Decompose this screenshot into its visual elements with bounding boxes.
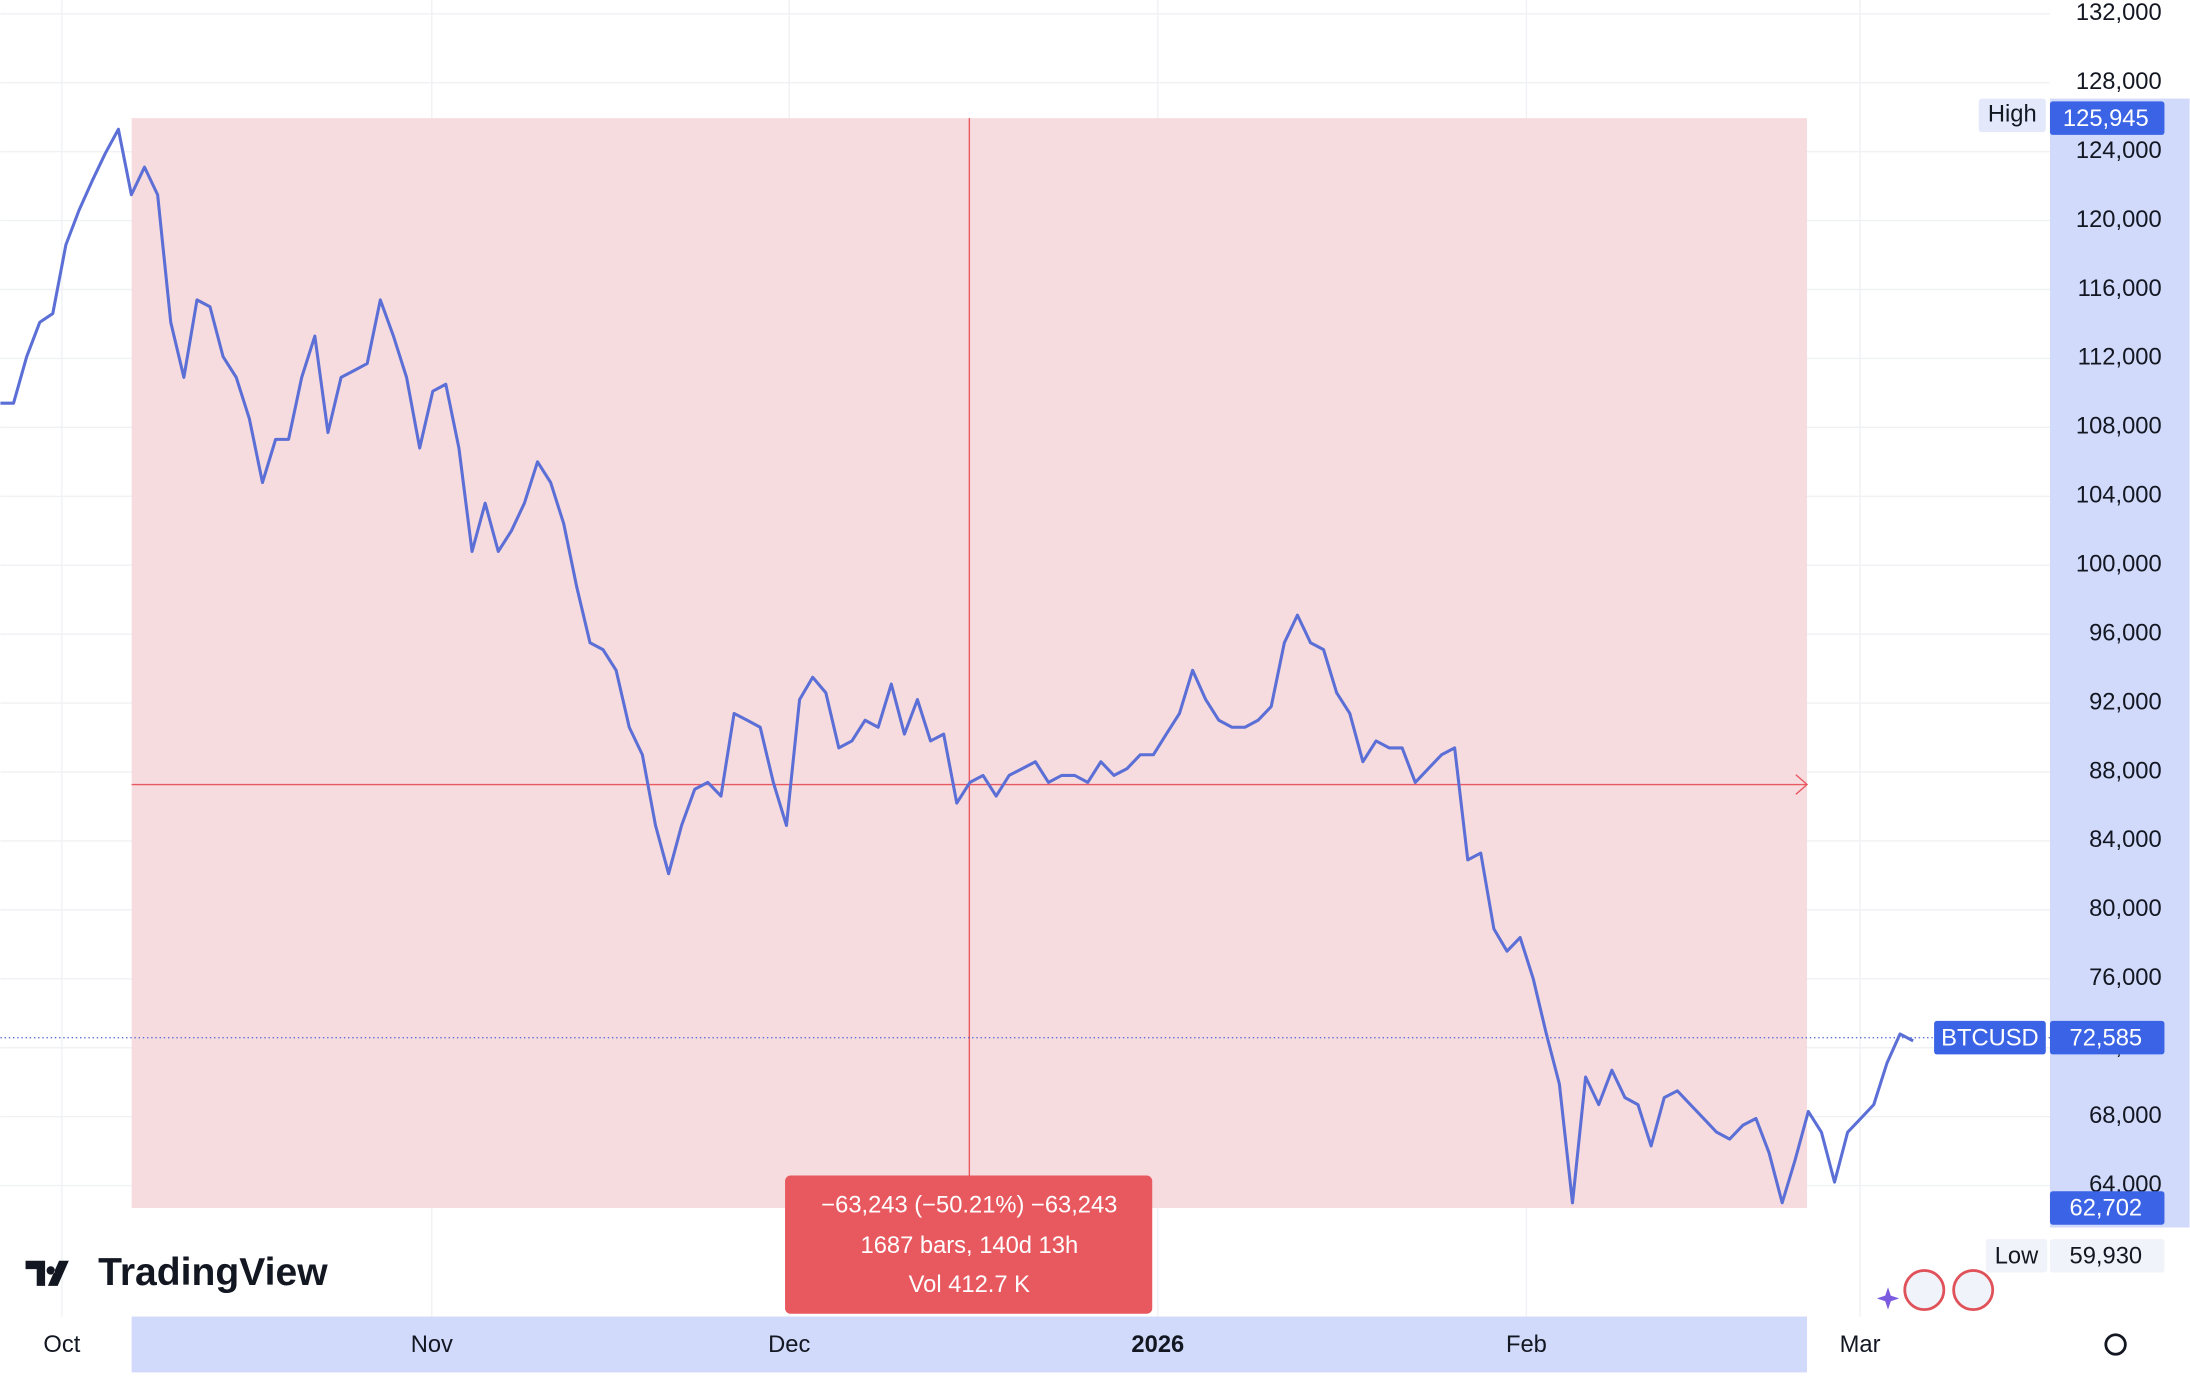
symbol-tag-box [1934, 1020, 2046, 1055]
y-tick-label: 88,000 [2089, 758, 2162, 784]
x-tick-label: Dec [768, 1332, 810, 1358]
price-label: 125,945 [2063, 106, 2149, 132]
price-label: 59,930 [2070, 1243, 2143, 1269]
measure-change: −63,243 (−50.21%) −63,243 [821, 1193, 1117, 1219]
axes: OctNovDec2026FebMar64,00068,00072,00076,… [43, 0, 2190, 1373]
price-line [0, 127, 1914, 1205]
x-tick-label: Feb [1506, 1332, 1547, 1358]
y-tick-label: 132,000 [2076, 0, 2162, 26]
y-tick-label: 116,000 [2078, 276, 2162, 302]
x-tick-label: Oct [43, 1332, 80, 1358]
y-tick-label: 100,000 [2076, 551, 2162, 577]
price-label: 72,585 [2070, 1025, 2143, 1051]
y-tick-label: 76,000 [2089, 965, 2162, 991]
settings-icon[interactable] [2104, 1333, 2127, 1356]
x-tick-label: Mar [1840, 1332, 1881, 1358]
y-tick-label: 92,000 [2089, 689, 2162, 715]
y-tick-label: 124,000 [2076, 138, 2162, 164]
measure-tooltip [785, 1175, 1153, 1314]
x-tick-label: Nov [411, 1332, 453, 1358]
y-tick-label: 112,000 [2078, 345, 2162, 371]
sparkle-icon [1876, 1287, 1900, 1310]
measure-overlay: −63,243 (−50.21%) −63,243 1687 bars, 140d… [131, 118, 1809, 1314]
price-label-box [2049, 1238, 2165, 1273]
low-tag-box [1985, 1238, 2048, 1273]
y-tick-label: 128,000 [2076, 69, 2162, 95]
y-tick-label: 120,000 [2076, 207, 2162, 233]
y-tick-label: 96,000 [2089, 620, 2162, 646]
price-label: 62,702 [2070, 1196, 2143, 1222]
brand: TradingView [98, 1251, 328, 1294]
y-tick-label: 68,000 [2089, 1103, 2162, 1129]
icons [1876, 1269, 2127, 1356]
high-tag: High [1988, 102, 2037, 128]
measure-volume: Vol 412.7 K [909, 1272, 1031, 1298]
flag-icon[interactable] [1903, 1269, 1946, 1311]
low-tag: Low [1995, 1243, 2039, 1269]
time-axis-highlight [131, 1316, 1808, 1373]
y-tick-label: 104,000 [2076, 483, 2162, 509]
y-tick-label: 108,000 [2076, 414, 2162, 440]
high-tag-box [1978, 98, 2046, 133]
flag-icon[interactable] [1952, 1269, 1995, 1311]
symbol-tag: BTCUSD [1941, 1025, 2039, 1051]
y-tick-label: 80,000 [2089, 896, 2162, 922]
measure-bars: 1687 bars, 140d 13h [861, 1233, 1079, 1259]
plot [0, 127, 2050, 1205]
y-tick-label: 84,000 [2089, 827, 2162, 853]
price-label-box [2049, 1191, 2165, 1225]
logo: TradingView [25, 1251, 328, 1294]
logo-icon [25, 1260, 69, 1286]
price-label-box [2049, 101, 2165, 135]
measure-arrow [1795, 774, 1809, 795]
x-tick-label: 2026 [1131, 1332, 1184, 1358]
price-label-box [2049, 1020, 2165, 1055]
